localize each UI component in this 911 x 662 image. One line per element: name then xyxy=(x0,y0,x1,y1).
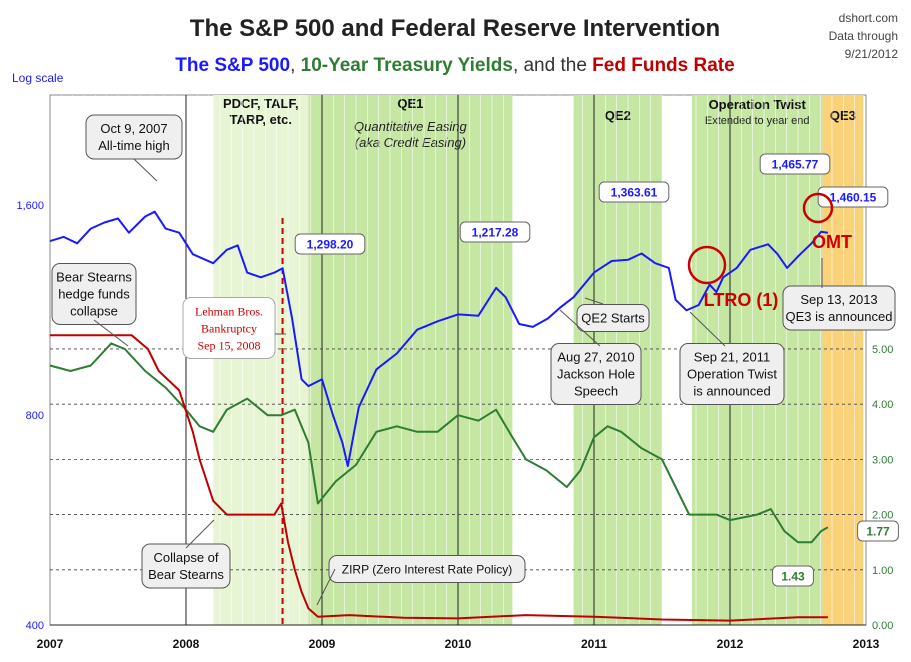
source-line-3: 9/21/2012 xyxy=(845,47,899,61)
log-scale-label: Log scale xyxy=(12,71,64,85)
data-label-box xyxy=(817,186,889,208)
data-label-box xyxy=(294,233,366,255)
callout-leader xyxy=(316,568,336,606)
data-label: 1,298.20 xyxy=(307,238,354,252)
callout-lehman-bankruptcy: Bankruptcy xyxy=(201,322,257,336)
region-title: QE1 xyxy=(397,96,423,111)
callout-operation-twist: Sep 21, 2011 xyxy=(694,350,770,365)
data-label-box xyxy=(598,181,670,203)
region-title: QE3 xyxy=(830,108,856,123)
data-label-box xyxy=(857,520,899,542)
callout-operation-twist: Operation Twist xyxy=(687,367,777,382)
data-label: 1,465.77 xyxy=(772,158,819,172)
y-left-tick-label: 1,600 xyxy=(16,200,44,212)
data-label-box xyxy=(772,565,814,587)
series-lines xyxy=(49,210,829,622)
callout-leader xyxy=(185,519,215,549)
callout-bear-stearns-hedge-funds: Bear Stearns xyxy=(56,270,132,285)
callout-lehman-bankruptcy-box xyxy=(182,297,276,359)
region-title: PDCF, TALF, xyxy=(223,96,299,111)
callout-bear-stearns-hedge-funds: hedge funds xyxy=(58,287,130,302)
callout-all-time-high: All-time high xyxy=(98,138,170,153)
callout-lehman-bankruptcy: Lehman Bros. xyxy=(195,305,263,319)
data-label: 1,363.61 xyxy=(611,186,658,200)
callout-jackson-hole: Jackson Hole xyxy=(557,367,635,382)
callout-collapse-bear-stearns: Collapse of xyxy=(153,550,218,565)
callout-leader xyxy=(689,311,726,347)
callout-collapse-bear-stearns: Bear Stearns xyxy=(148,567,224,582)
region-subtitle: (aka Credit Easing) xyxy=(355,135,466,150)
callout-qe2-starts-box xyxy=(576,304,650,332)
y-right-tick-label: 4.00 xyxy=(872,399,893,411)
region-title: QE2 xyxy=(605,108,631,123)
y-right-tick-label: 3.00 xyxy=(872,454,893,466)
region-title: TARP, etc. xyxy=(230,112,292,127)
x-tick-label: 2012 xyxy=(717,637,744,651)
callout-leader xyxy=(93,319,129,347)
callout-bear-stearns-hedge-funds-box xyxy=(51,263,137,325)
x-tick-label: 2007 xyxy=(37,637,64,651)
x-tick-label: 2011 xyxy=(581,637,607,651)
series-line-sp500 xyxy=(49,210,829,467)
data-label-box xyxy=(459,221,531,243)
data-label: 1,217.28 xyxy=(472,226,519,240)
callout-jackson-hole: Aug 27, 2010 xyxy=(557,350,634,365)
x-tick-label: 2013 xyxy=(853,637,880,651)
callout-lehman-bankruptcy: Sep 15, 2008 xyxy=(198,339,261,353)
subtitle-sep2: , and the xyxy=(513,55,592,76)
ltro-label: LTRO (1) xyxy=(704,290,779,310)
y-left-tick-label: 400 xyxy=(26,620,44,632)
region-subtitle: Extended to year end xyxy=(705,115,810,127)
axes: 2007 2008 2009 2010 2011 2012 2013 1,600 800 400 0… xyxy=(16,200,893,651)
x-tick-label: 2008 xyxy=(173,637,200,651)
region-qe1 xyxy=(308,95,513,625)
callout-collapse-bear-stearns-box xyxy=(141,543,231,589)
subtitle-sep1: , xyxy=(290,55,301,76)
callout-qe2-starts: QE2 Starts xyxy=(581,311,645,326)
series-line-fed-funds xyxy=(50,334,828,622)
y-right-tick-label: 5.00 xyxy=(872,344,893,356)
callout-qe3-announced: QE3 is announced xyxy=(786,309,893,324)
data-label: 1.43 xyxy=(781,570,805,584)
callout-leader xyxy=(133,158,158,182)
callout-leader xyxy=(584,297,604,305)
data-label: 1,460.15 xyxy=(830,191,877,205)
callout-leader xyxy=(559,309,601,347)
y-right-tick-label: 2.00 xyxy=(872,510,893,522)
annotations: 1,298.20 1,217.28 1,363.61 1,465.77 1,460.15… xyxy=(51,114,899,606)
callout-operation-twist-box xyxy=(679,343,785,405)
source-line-2: Data through xyxy=(829,29,898,43)
x-tick-label: 2010 xyxy=(445,637,472,651)
callout-bear-stearns-hedge-funds: collapse xyxy=(70,304,118,319)
x-tick-label: 2009 xyxy=(309,637,336,651)
chart-subtitle: The S&P 500, 10-Year Treasury Yields, an… xyxy=(175,55,734,76)
y-left-tick-label: 800 xyxy=(26,410,44,422)
callout-zirp-box xyxy=(328,555,526,583)
callout-qe3-announced: Sep 13, 2013 xyxy=(800,292,877,307)
region-qe3 xyxy=(822,95,864,625)
callout-jackson-hole-box xyxy=(550,343,642,405)
data-label-box xyxy=(759,153,831,175)
source-line-1: dshort.com xyxy=(839,11,898,25)
callout-jackson-hole: Speech xyxy=(574,384,618,399)
region-subtitle: Quantitative Easing xyxy=(354,119,468,134)
y-right-tick-label: 1.00 xyxy=(872,565,893,577)
y-right-tick-label: 0.00 xyxy=(872,620,893,632)
subtitle-treasury: 10-Year Treasury Yields xyxy=(301,55,513,76)
series-line-treasury-10y xyxy=(49,342,829,544)
subtitle-spx: The S&P 500 xyxy=(175,55,290,76)
callout-all-time-high: Oct 9, 2007 xyxy=(100,121,167,136)
omt-label: OMT xyxy=(812,232,852,252)
data-label: 1.77 xyxy=(866,525,890,539)
callout-qe3-announced-box xyxy=(782,285,896,331)
subtitle-fedfunds: Fed Funds Rate xyxy=(592,55,735,76)
callout-operation-twist: is announced xyxy=(693,384,770,399)
chart-title: The S&P 500 and Federal Reserve Interven… xyxy=(190,15,720,42)
ltro-circle xyxy=(687,245,727,285)
callout-zirp: ZIRP (Zero Interest Rate Policy) xyxy=(342,563,513,577)
region-title: Operation Twist xyxy=(709,97,807,112)
omt-circle xyxy=(802,192,834,224)
region-pdcf-talf-tarp-etc- xyxy=(213,95,309,625)
